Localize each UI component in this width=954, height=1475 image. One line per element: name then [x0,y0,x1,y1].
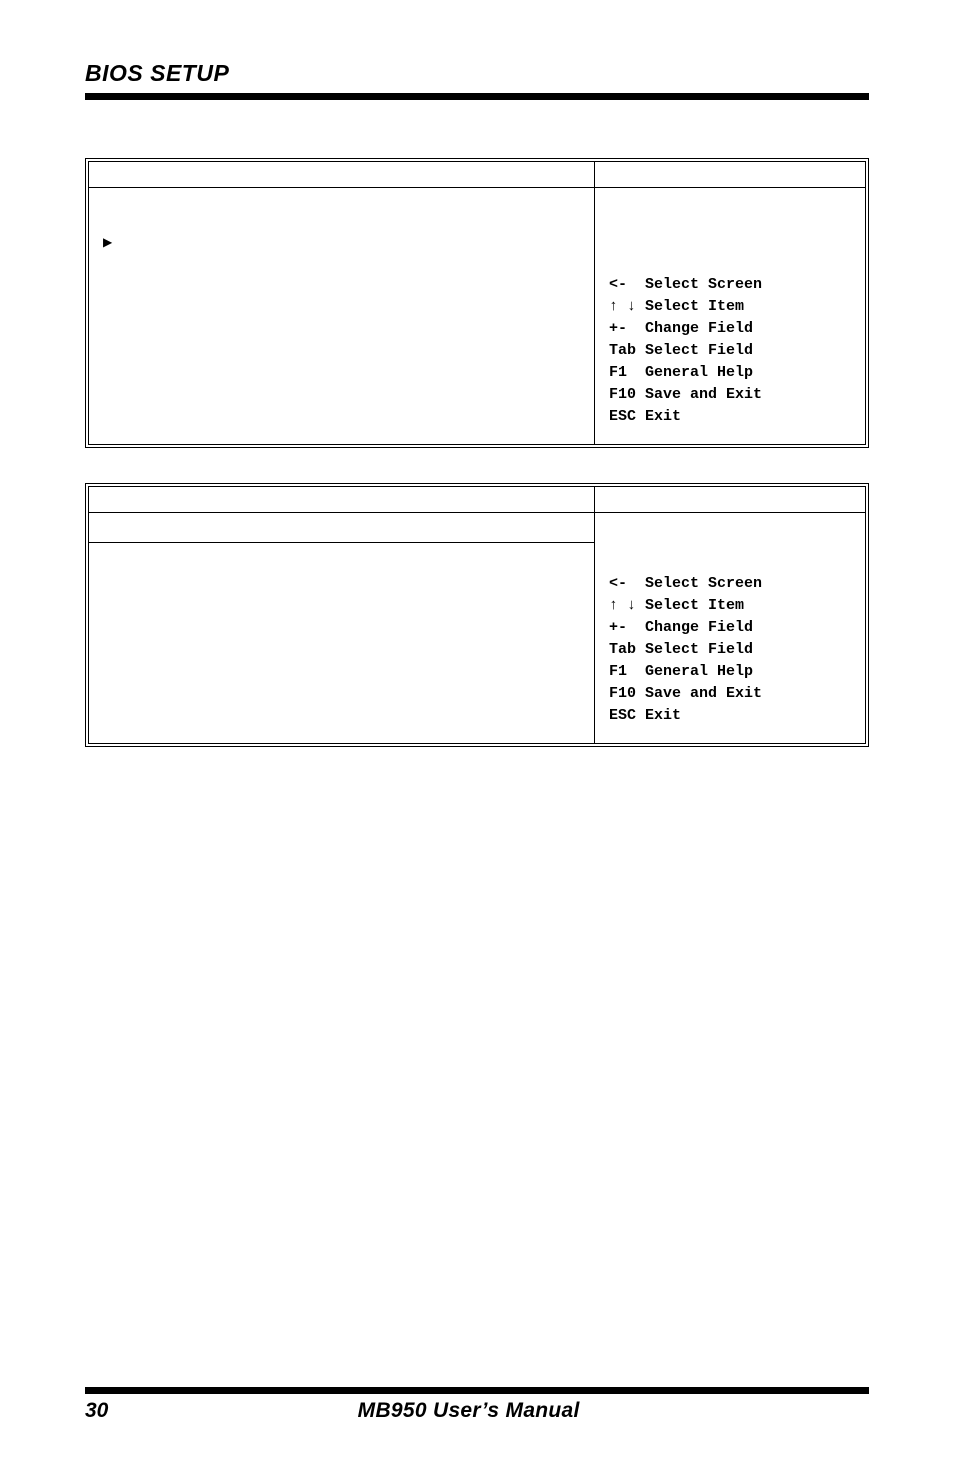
bios-body-row: <- Select Screen ↑ ↓ Select Item +- Chan… [89,513,865,743]
bios-header-right [595,487,865,512]
bios-header-row [89,162,865,188]
bios-header-right [595,162,865,187]
section-title: BIOS SETUP [85,60,869,87]
triangle-right-icon: ▶ [103,234,112,249]
bios-subheader-cell [89,513,594,543]
footer-row: 30 MB950 User’s Manual [85,1399,869,1423]
bios-subcontent-cell [89,543,594,593]
help-line: ESC Exit [609,406,851,428]
help-line: +- Change Field [609,617,851,639]
help-line: +- Change Field [609,318,851,340]
bios-body-left [89,513,595,743]
bios-body-row: ▶ <- Select Screen ↑ ↓ Select Item +- Ch… [89,188,865,444]
help-line: <- Select Screen [609,573,851,595]
bios-header-row [89,487,865,513]
page-content: ▶ <- Select Screen ↑ ↓ Select Item +- Ch… [0,108,954,747]
page-footer: 30 MB950 User’s Manual [0,1387,954,1423]
page-number: 30 [85,1399,108,1423]
help-line: ESC Exit [609,705,851,727]
help-line: F1 General Help [609,661,851,683]
help-line: Tab Select Field [609,639,851,661]
submenu-row[interactable]: ▶ [103,234,580,249]
bios-body-left: ▶ [89,188,595,444]
footer-rule [85,1387,869,1394]
manual-title: MB950 User’s Manual [108,1399,869,1423]
bios-table-2: <- Select Screen ↑ ↓ Select Item +- Chan… [85,483,869,747]
header-rule [85,93,869,100]
help-key-list: <- Select Screen ↑ ↓ Select Item +- Chan… [609,198,851,428]
help-line: F1 General Help [609,362,851,384]
bios-table-1: ▶ <- Select Screen ↑ ↓ Select Item +- Ch… [85,158,869,448]
help-line: F10 Save and Exit [609,384,851,406]
bios-header-left [89,487,595,512]
bios-help-panel: <- Select Screen ↑ ↓ Select Item +- Chan… [595,513,865,743]
bios-header-left [89,162,595,187]
help-line: ↑ ↓ Select Item [609,296,851,318]
help-line: F10 Save and Exit [609,683,851,705]
help-line: ↑ ↓ Select Item [609,595,851,617]
page-header: BIOS SETUP [0,0,954,108]
help-key-list: <- Select Screen ↑ ↓ Select Item +- Chan… [609,523,851,727]
help-line: <- Select Screen [609,274,851,296]
help-line: Tab Select Field [609,340,851,362]
bios-help-panel: <- Select Screen ↑ ↓ Select Item +- Chan… [595,188,865,444]
